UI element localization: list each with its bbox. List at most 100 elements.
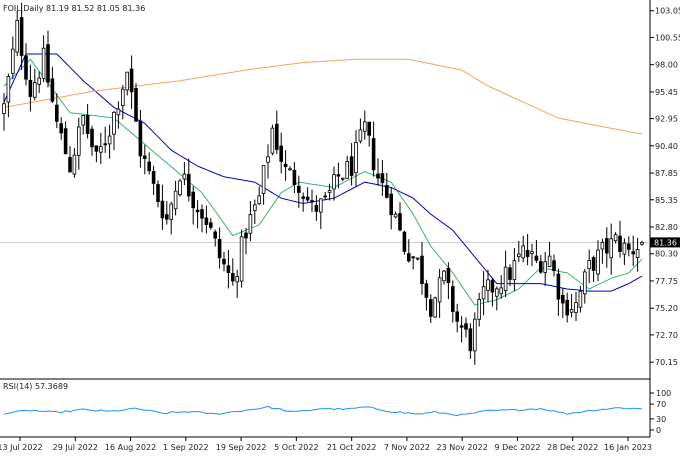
candle (138, 109, 143, 168)
candle (134, 83, 138, 122)
price-tick-label: 98.00 (655, 61, 678, 70)
candle (200, 204, 204, 233)
candle (477, 292, 481, 327)
candle (574, 291, 578, 321)
candle (37, 71, 41, 93)
candle (107, 124, 112, 159)
candle (398, 202, 402, 232)
candle (81, 115, 86, 135)
candle (362, 110, 367, 140)
candle (349, 143, 354, 186)
candle (230, 258, 235, 286)
candle (600, 238, 605, 264)
candle (318, 198, 323, 230)
price-tick-label: 80.30 (655, 250, 678, 259)
candle (19, 2, 24, 70)
candle (41, 35, 46, 83)
rsi-tick-label: 30 (656, 415, 666, 424)
candle (481, 271, 486, 316)
candle (332, 166, 336, 201)
candle (24, 43, 28, 86)
candle (266, 144, 270, 179)
price-tick-label: 92.95 (655, 115, 678, 124)
candle (279, 132, 283, 174)
rsi-pane: 100 70 30 0 (3, 389, 671, 435)
candle (340, 177, 345, 182)
candle (578, 285, 583, 313)
candle (248, 201, 253, 242)
candle (226, 249, 231, 289)
candle (274, 110, 279, 155)
candle (503, 250, 508, 298)
candle (530, 243, 534, 267)
candle (552, 254, 556, 277)
candle (442, 270, 446, 285)
candle (305, 187, 310, 202)
candle (543, 251, 547, 286)
price-tick-label: 85.35 (655, 196, 678, 205)
candle (178, 178, 182, 197)
candle (85, 103, 90, 139)
candle (235, 269, 240, 298)
candle (173, 180, 178, 216)
date-tick-label: 21 Oct 2022 (327, 443, 376, 452)
price-tick-label: 77.75 (655, 277, 678, 286)
last-price-label: 81.36 (654, 238, 677, 247)
price-tick-label: 87.85 (655, 169, 678, 178)
candle (94, 145, 99, 163)
candle (583, 268, 587, 304)
candle (459, 316, 464, 343)
candle (587, 249, 591, 284)
ma9-line (3, 58, 643, 306)
candle (103, 126, 108, 153)
date-tick-label: 16 Aug 2022 (105, 443, 156, 452)
rsi-label: RSI(14) 57.3689 (3, 382, 68, 391)
candle (613, 231, 618, 244)
candle (376, 158, 380, 186)
candle (55, 93, 59, 129)
candle (622, 238, 627, 265)
candle (402, 230, 407, 255)
date-tick-label: 23 Nov 2022 (437, 443, 488, 452)
candle (204, 205, 209, 234)
candle (116, 101, 121, 129)
rsi-tick-label: 0 (656, 426, 661, 435)
candle (156, 180, 160, 208)
candle (517, 241, 521, 263)
candle (129, 55, 134, 109)
candle (605, 227, 609, 268)
chart-header: FOIL,Daily 81.19 81.52 81.05 81.36 (3, 4, 145, 13)
candle (244, 227, 248, 255)
candle (556, 268, 561, 316)
candle (59, 117, 63, 140)
candle (323, 191, 327, 200)
date-tick-label: 16 Jan 2023 (604, 443, 652, 452)
candle (367, 121, 371, 147)
candle (565, 292, 569, 323)
candle (393, 211, 398, 219)
candle (72, 148, 77, 178)
candle (561, 288, 565, 318)
price-axis: 103.05 100.55 98.00 95.45 92.95 90.40 87.85 85.… (650, 7, 680, 367)
price-tick-label: 70.15 (655, 358, 678, 367)
candle (411, 255, 415, 270)
rsi-line (3, 405, 643, 417)
candle (28, 64, 33, 112)
candle (618, 220, 622, 258)
date-tick-label: 1 Sep 2022 (163, 443, 209, 452)
candle (525, 234, 530, 266)
candle (50, 66, 55, 104)
candle (455, 303, 459, 333)
candle (217, 227, 222, 269)
moving-average-lines (3, 53, 643, 306)
candle (147, 152, 152, 175)
candle (270, 124, 275, 156)
candle (239, 229, 244, 288)
candle (182, 162, 187, 185)
candle (596, 240, 600, 282)
date-tick-label: 7 Nov 2022 (384, 443, 430, 452)
candle (547, 241, 552, 267)
ma200-line (3, 58, 643, 135)
candle (609, 223, 613, 275)
